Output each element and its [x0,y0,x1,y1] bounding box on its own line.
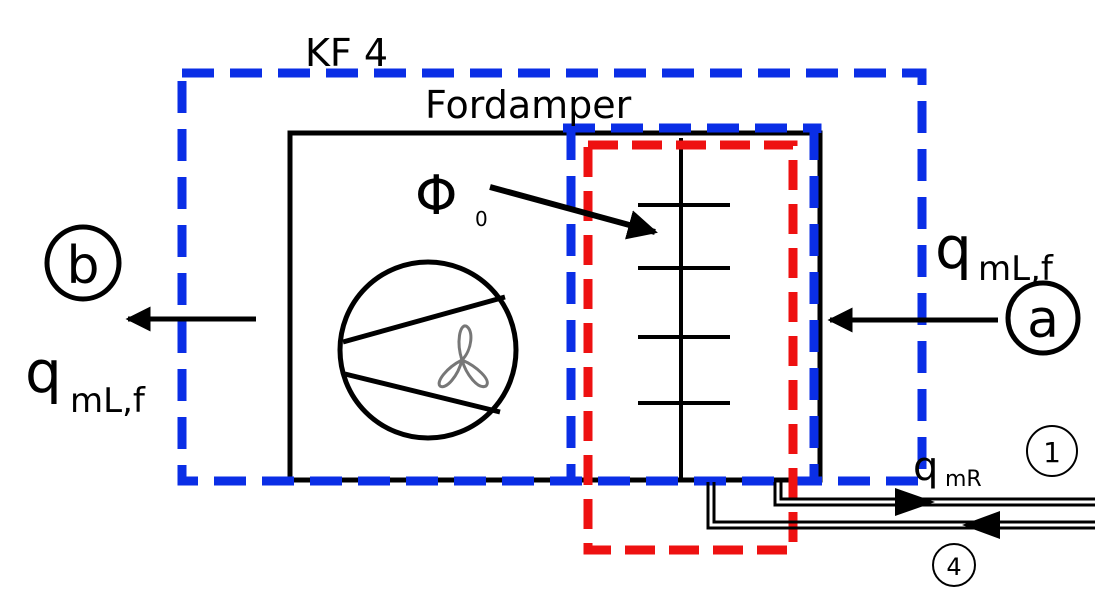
refrigerant-in-arrowhead [962,511,1000,539]
refrigerant-flow-subscript: mR [945,467,982,492]
state-a-marker: a [1005,280,1081,356]
heat-flow-arrow [489,184,658,240]
state-b-label: b [66,236,99,296]
refrigerant-pipes [706,482,1095,530]
refrigerant-out-arrowhead [895,488,935,516]
evaporator-label: Fordamper [425,83,632,127]
state-4-label: 4 [946,553,961,581]
state-a-label: a [1027,290,1059,350]
heat-flow-subscript: 0 [475,207,488,231]
state-4-marker: 4 [932,543,976,587]
air-outlet-flow-subscript: mL,f [70,381,146,421]
state-b-marker: b [44,224,122,302]
state-1-label: 1 [1043,436,1061,469]
inner-control-volume-boundary [583,140,798,555]
evaporator-housing [287,130,823,483]
outer-control-volume-boundary [177,68,927,486]
control-volume-label: KF 4 [305,31,388,75]
heat-flow-symbol: Φ [415,164,458,227]
fan-icon [337,259,519,441]
state-1-marker: 1 [1026,425,1078,477]
air-inlet-flow-symbol: q [935,214,972,282]
refrigerant-flow-symbol: q [913,444,938,490]
air-outlet-flow-symbol: q [25,338,62,406]
